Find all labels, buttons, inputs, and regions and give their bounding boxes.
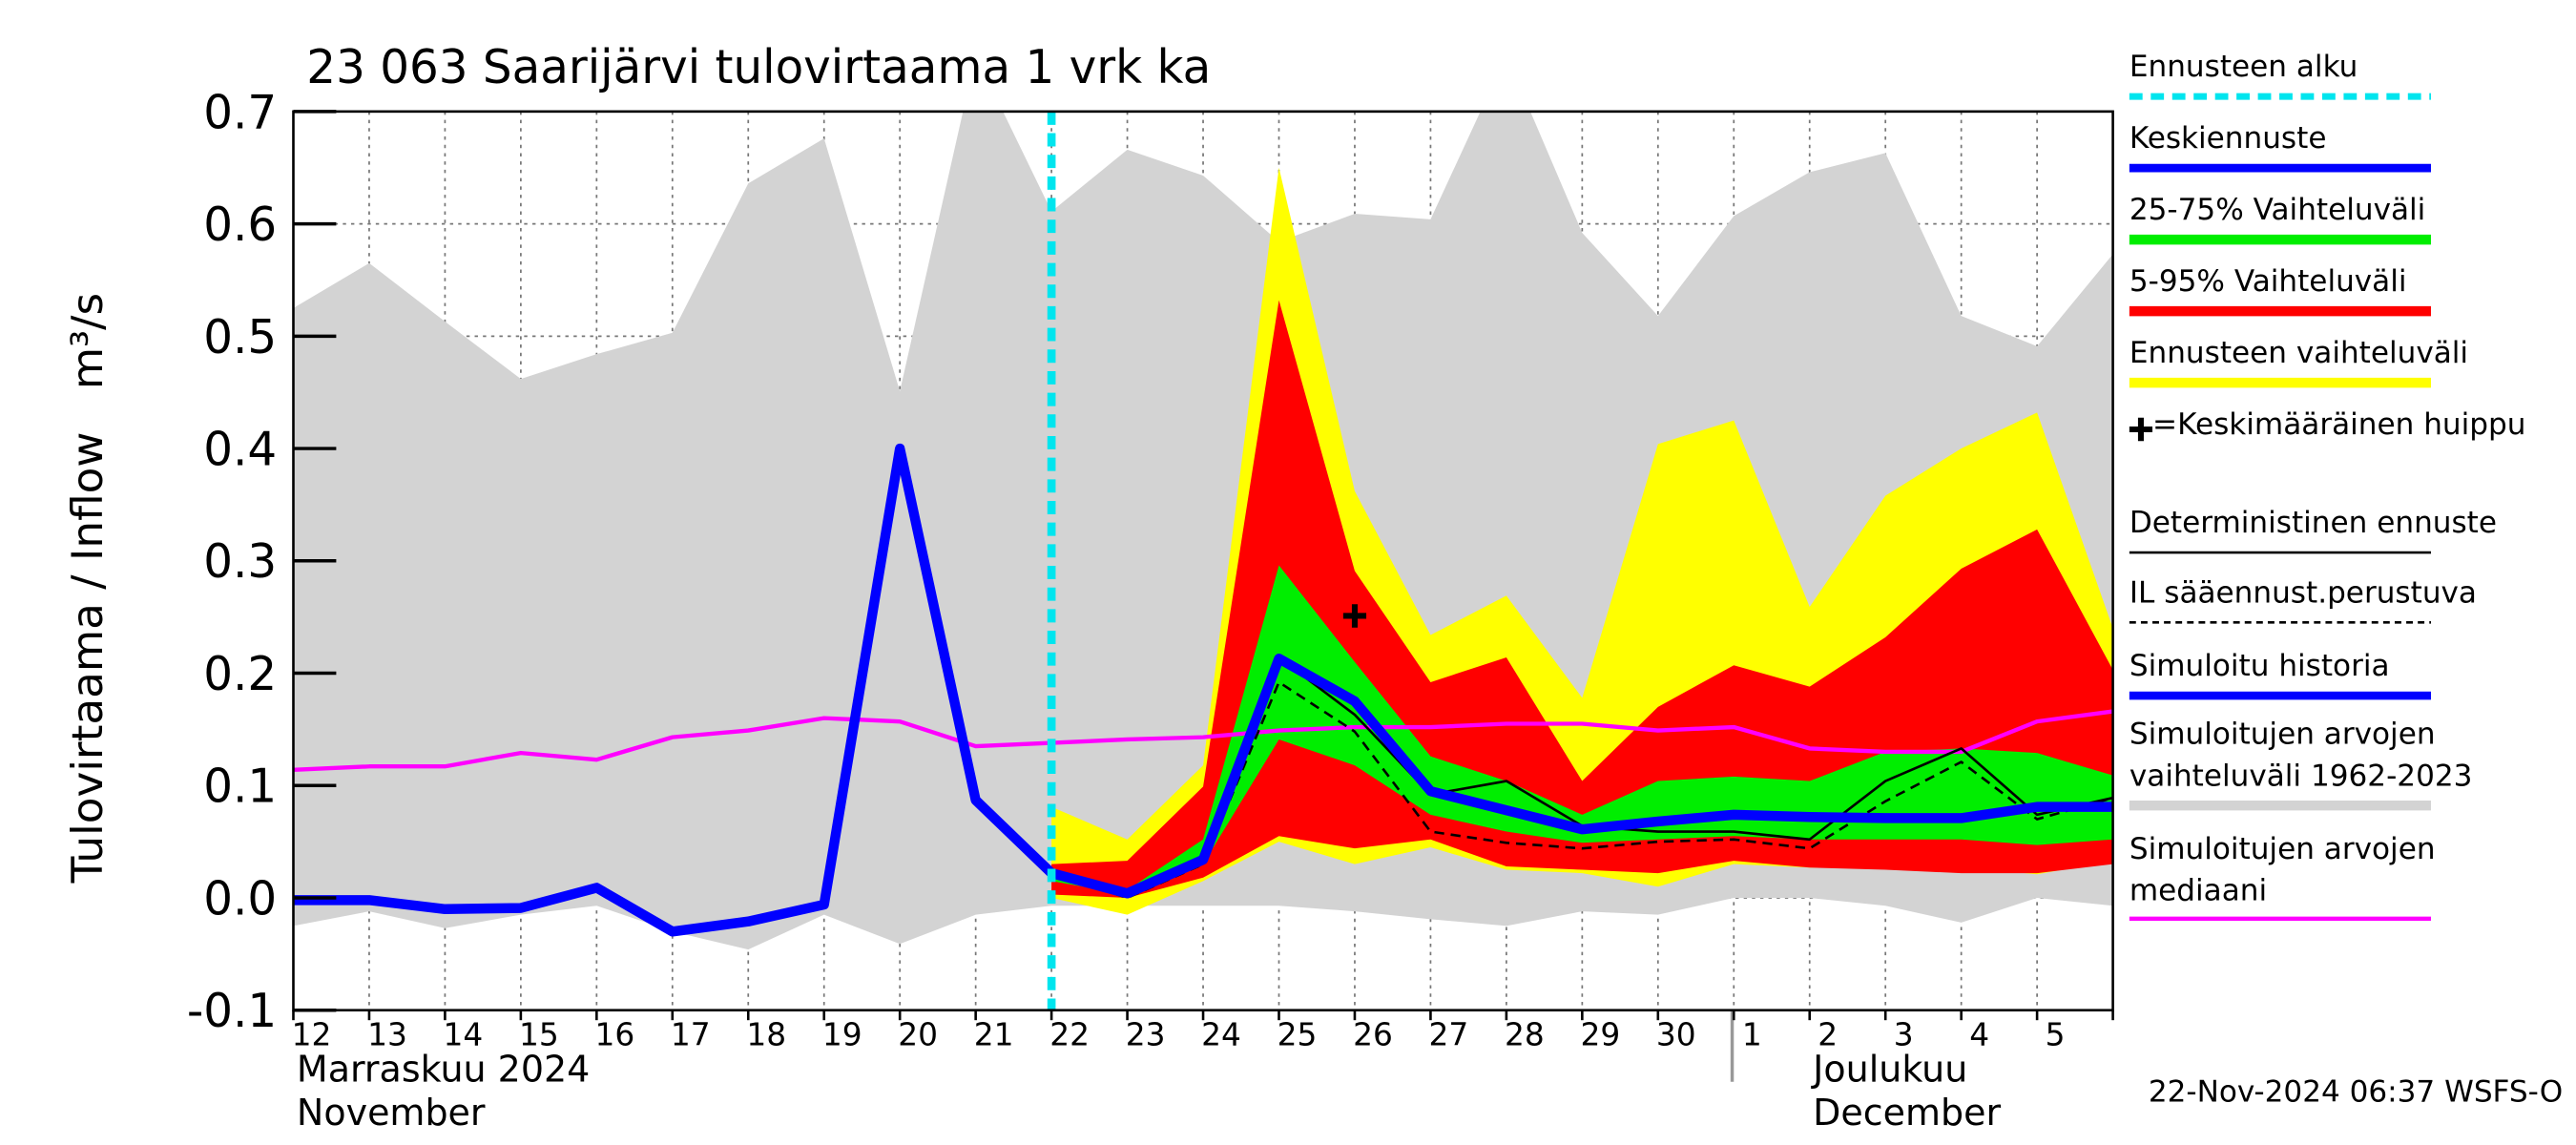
- x-tick-label: 20: [898, 1015, 938, 1052]
- legend-entry: Simuloitujen arvojen vaihteluväli 1962-2…: [2129, 717, 2473, 794]
- line: [293, 709, 2113, 772]
- x-tick-label: 3: [1894, 1015, 1914, 1052]
- y-axis-unit: m³/s: [62, 293, 113, 389]
- legend-entry: 5-95% Vaihteluväli: [2129, 264, 2407, 300]
- legend-entry: Simuloitu historia: [2129, 649, 2390, 684]
- legend-entry: Ennusteen vaihteluväli: [2129, 336, 2469, 371]
- legend-entry: 25-75% Vaihteluväli: [2129, 193, 2426, 228]
- legend-label: Deterministinen ennuste: [2129, 506, 2498, 541]
- axes: -0.10.00.10.20.30.40.50.60.712 13 14 15 16 17…: [187, 86, 2114, 1052]
- legend-label: 5-95% Vaihteluväli: [2129, 264, 2407, 300]
- y-axis-title: Tulovirtaama / Inflow: [62, 432, 113, 885]
- legend: Ennusteen alku Keskiennuste 25-75% Vaihtel…: [2129, 50, 2526, 921]
- line: [293, 443, 1055, 937]
- x-tick-label: 12: [292, 1015, 332, 1052]
- x-tick-label: 2: [1818, 1015, 1838, 1052]
- mean-peak: [1342, 604, 1367, 628]
- legend-label: IL sääennust.perustuva: [2129, 575, 2478, 612]
- x-tick-label: 5: [2046, 1015, 2066, 1052]
- x-tick-label: 18: [746, 1015, 786, 1052]
- legend-label: Simuloitu historia: [2129, 649, 2390, 684]
- y-tick-label: 0.7: [203, 86, 277, 139]
- legend-entry: Deterministinen ennuste: [2129, 506, 2498, 541]
- x-tick-label: 22: [1049, 1015, 1090, 1052]
- month-label: December: [1813, 1093, 2001, 1135]
- range-band: [1051, 565, 2113, 895]
- x-tick-label: 1: [1742, 1015, 1762, 1052]
- x-tick-label: 13: [367, 1015, 407, 1052]
- plot-area: [293, 111, 2113, 1010]
- legend-label: Simuloitujen arvojen vaihteluväli 1962-2…: [2129, 717, 2473, 794]
- x-tick-label: 21: [974, 1015, 1014, 1052]
- plot-frame: [292, 110, 2114, 1012]
- timestamp: 22-Nov-2024 06:37 WSFS-O: [2149, 1075, 2563, 1110]
- y-tick-label: 0.0: [203, 872, 277, 926]
- month-label: November: [297, 1093, 486, 1135]
- legend-symbol: [2129, 417, 2153, 442]
- legend-label: 25-75% Vaihteluväli: [2129, 193, 2426, 228]
- x-tick-label: 26: [1353, 1015, 1393, 1052]
- chart-title: 23 063 Saarijärvi tulovirtaama 1 vrk ka: [306, 41, 1211, 94]
- x-tick-label: 27: [1429, 1015, 1469, 1052]
- month-label: Marraskuu 2024: [297, 1050, 590, 1092]
- month-label: Joulukuu: [1811, 1050, 1967, 1092]
- x-tick-label: 24: [1201, 1015, 1241, 1052]
- x-tick-label: 30: [1656, 1015, 1696, 1052]
- legend-entry: Ennusteen alku: [2129, 50, 2358, 85]
- y-tick-label: 0.3: [203, 535, 277, 589]
- legend-entry: Simuloitujen arvojen mediaani: [2129, 832, 2436, 909]
- legend-entry: Keskiennuste: [2129, 121, 2327, 156]
- x-tick-label: 23: [1126, 1015, 1166, 1052]
- x-tick-label: 28: [1505, 1015, 1545, 1052]
- y-tick-label: -0.1: [187, 985, 277, 1038]
- legend-label: Ennusteen vaihteluväli: [2129, 336, 2469, 371]
- x-tick-label: 15: [519, 1015, 559, 1052]
- x-tick-label: 29: [1580, 1015, 1620, 1052]
- line: [1049, 653, 2113, 899]
- legend-label: Keskiennuste: [2129, 121, 2327, 156]
- y-tick-label: 0.2: [203, 648, 277, 701]
- legend-label: =Keskimääräinen huippu: [2152, 407, 2526, 443]
- legend-entry: =Keskimääräinen huippu: [2152, 407, 2526, 443]
- line: [1050, 680, 2113, 900]
- legend-entry: IL sääennust.perustuva: [2129, 575, 2478, 612]
- x-tick-label: 25: [1278, 1015, 1318, 1052]
- y-tick-label: 0.6: [203, 198, 277, 252]
- x-tick-label: 4: [1969, 1015, 1989, 1052]
- y-tick-label: 0.5: [203, 311, 277, 364]
- legend-label: Ennusteen alku: [2129, 50, 2358, 85]
- y-tick-label: 0.4: [203, 423, 277, 476]
- x-tick-label: 14: [444, 1015, 484, 1052]
- x-tick-label: 19: [822, 1015, 862, 1052]
- x-tick-label: 16: [594, 1015, 634, 1052]
- legend-label: Simuloitujen arvojen mediaani: [2129, 832, 2436, 909]
- x-tick-label: 17: [671, 1015, 711, 1052]
- y-tick-label: 0.1: [203, 760, 277, 813]
